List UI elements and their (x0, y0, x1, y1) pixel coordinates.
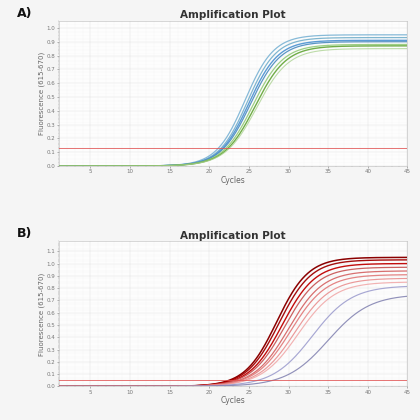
Y-axis label: Fluorescence (615-670): Fluorescence (615-670) (39, 272, 45, 355)
Title: Amplification Plot: Amplification Plot (180, 231, 286, 241)
Text: A): A) (17, 6, 32, 19)
Y-axis label: Fluorescence (615-670): Fluorescence (615-670) (39, 52, 45, 135)
X-axis label: Cycles: Cycles (221, 176, 245, 185)
Text: B): B) (17, 227, 32, 240)
X-axis label: Cycles: Cycles (221, 396, 245, 405)
Title: Amplification Plot: Amplification Plot (180, 10, 286, 20)
